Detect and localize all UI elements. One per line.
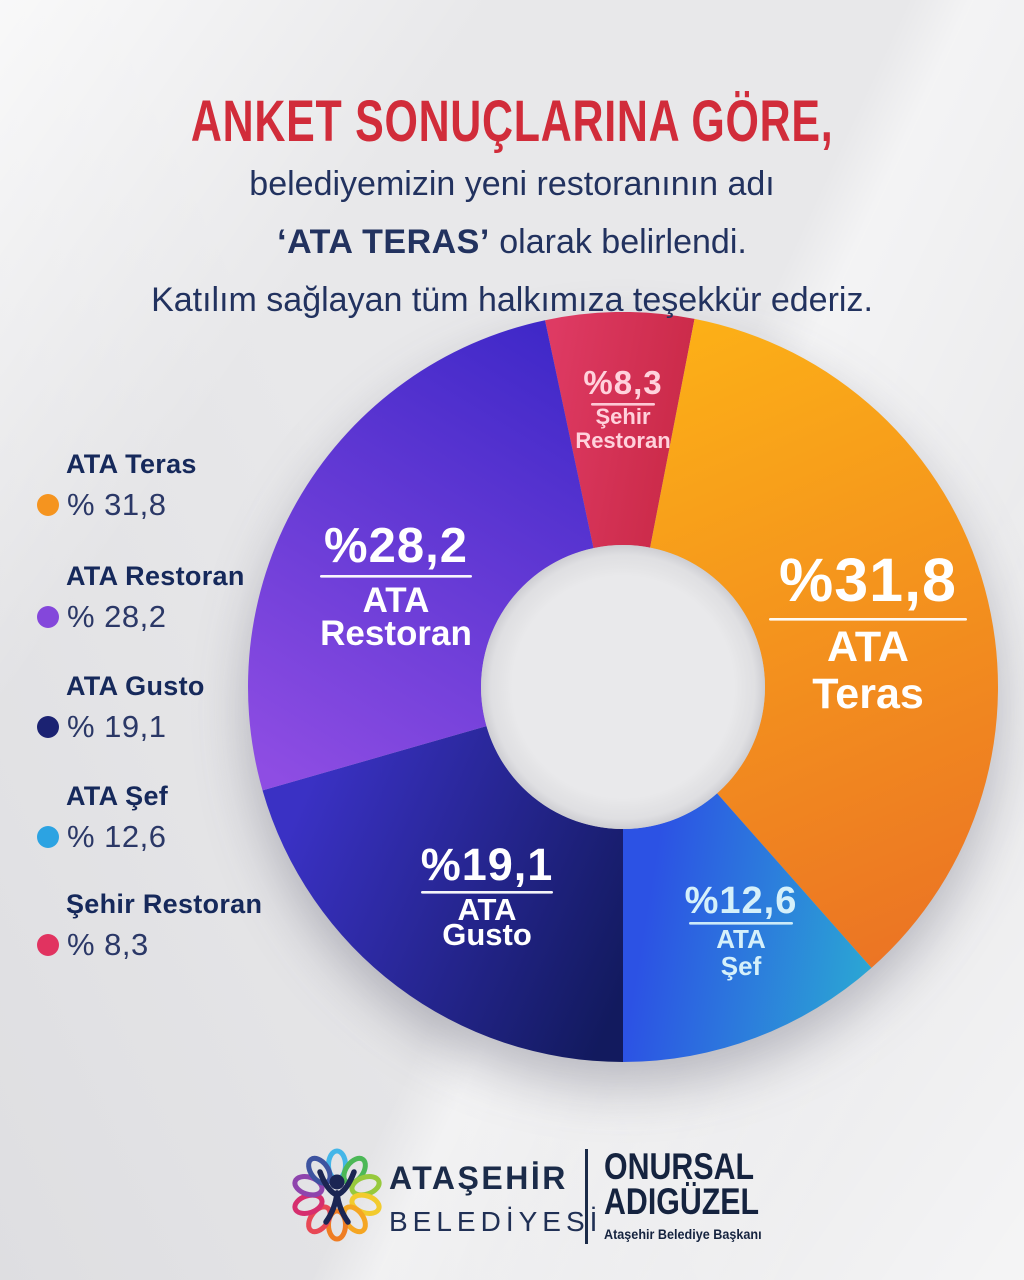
mayor-block: ONURSAL ADIGÜZEL Ataşehir Belediye Başka… xyxy=(604,1146,793,1242)
mayor-title: Ataşehir Belediye Başkanı xyxy=(604,1226,793,1242)
mayor-name-line-2: ADIGÜZEL xyxy=(604,1181,793,1222)
municipality-name: ATAŞEHİR xyxy=(389,1160,568,1196)
footer-divider xyxy=(585,1149,588,1244)
municipality-logo xyxy=(292,1148,382,1242)
mayor-first-name: ONURSAL xyxy=(604,1146,755,1187)
municipality-word: BELEDİYESİ xyxy=(389,1206,603,1237)
mayor-last-name: ADIGÜZEL xyxy=(604,1181,760,1222)
mayor-title-text: Ataşehir Belediye Başkanı xyxy=(604,1226,762,1242)
logo-petal xyxy=(349,1192,382,1216)
mayor-name-line-1: ONURSAL xyxy=(604,1146,793,1187)
municipality-wordmark: ATAŞEHİR BELEDİYESİ xyxy=(389,1160,602,1238)
logo-person-figure xyxy=(317,1169,357,1225)
